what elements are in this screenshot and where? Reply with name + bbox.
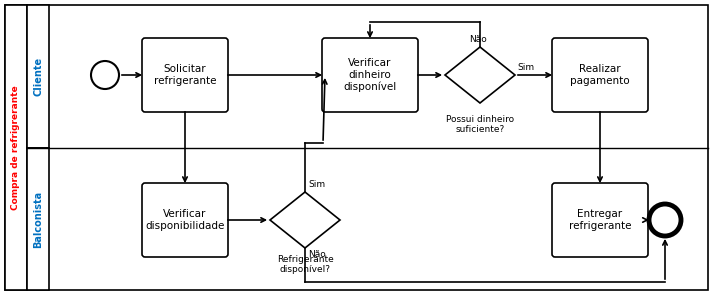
Polygon shape <box>270 192 340 248</box>
Text: Compra de refrigrerante: Compra de refrigrerante <box>11 85 21 210</box>
Text: Refrigerante
disponível?: Refrigerante disponível? <box>277 255 333 274</box>
Text: Sim: Sim <box>517 63 534 72</box>
Bar <box>27 148 49 290</box>
Circle shape <box>649 204 681 236</box>
Polygon shape <box>445 47 515 103</box>
FancyBboxPatch shape <box>142 183 228 257</box>
Text: Não: Não <box>469 35 487 44</box>
Text: Solicitar
refrigerante: Solicitar refrigerante <box>154 64 216 86</box>
Text: Balconista: Balconista <box>33 190 43 248</box>
FancyBboxPatch shape <box>552 38 648 112</box>
Bar <box>5 5 27 290</box>
Text: Realizar
pagamento: Realizar pagamento <box>570 64 630 86</box>
Bar <box>27 5 49 148</box>
Text: Possui dinheiro
suficiente?: Possui dinheiro suficiente? <box>446 115 514 135</box>
FancyBboxPatch shape <box>142 38 228 112</box>
Text: Não: Não <box>308 250 326 259</box>
Text: Sim: Sim <box>308 180 325 189</box>
FancyBboxPatch shape <box>552 183 648 257</box>
Text: Entregar
refrigerante: Entregar refrigerante <box>568 209 631 231</box>
Text: Verificar
dinheiro
disponível: Verificar dinheiro disponível <box>343 58 397 92</box>
Text: Cliente: Cliente <box>33 57 43 96</box>
Circle shape <box>91 61 119 89</box>
FancyBboxPatch shape <box>322 38 418 112</box>
Text: Verificar
disponibilidade: Verificar disponibilidade <box>145 209 225 231</box>
